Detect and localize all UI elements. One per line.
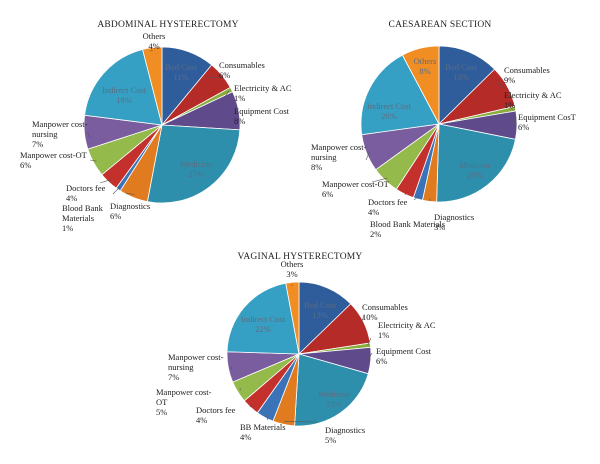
slice-label: Consumables 9% [504,65,550,85]
leader-line [230,366,233,371]
leader-line [249,404,253,408]
leader-line [87,131,91,139]
leader-line [413,195,419,201]
leader-line [367,337,372,346]
chart-title: CAESAREAN SECTION [389,20,492,30]
slice-label: Consumables 6% [219,60,265,80]
slice-label: BB Materials 4% [240,422,286,442]
slice-label: Diagnostics 6% [110,201,150,221]
slice-label: Blood Bank Materials 2% [370,219,445,239]
slice-label: Medicine 22% [318,389,350,409]
chart-caesarean-section: CAESAREAN SECTION Bed Cost 13% Consumables… [311,20,577,239]
slice-label: Consumables 10% [362,302,408,322]
slice-label: Equipment CosT 6% [518,112,577,132]
pie-slice-indirect-cost [226,282,300,355]
slice-label: Electricity & AC 1% [504,90,562,110]
slice-label: Bed Cost 13% [304,300,336,320]
pie-slice-medicine [294,353,369,427]
leader-line [371,177,388,183]
slice-label: Manpower cost-nursing 7% [32,119,88,149]
leader-line [506,103,513,110]
slice-label: Equipment Cost 8% [234,106,290,126]
pie-slices [226,281,372,427]
slice-label: Others 8% [414,56,437,76]
pie-slice-others [401,45,440,125]
pie-slice-others [142,46,163,126]
slice-label: Doctors fee 4% [368,197,408,217]
leader-line [360,315,365,324]
slice-label: Diagnostics 5% [325,425,365,445]
leader-line [367,352,373,361]
leader-line [205,76,220,79]
slice-label: Doctors fee 4% [66,183,106,203]
leader-line [99,179,111,184]
slice-label: Medicine 27% [180,159,212,179]
pie-slices [360,45,518,203]
pie-slices [83,46,241,204]
slice-label: Equipment Cost 6% [376,346,432,366]
slice-label: Others 4% [143,31,166,51]
leader-line [496,81,505,89]
slice-label: Others 3% [281,259,304,279]
pie-slice-bed-cost [438,45,496,125]
slice-label: Doctors fee 4% [196,405,236,425]
slice-label: Bed Cost 13% [445,62,477,82]
slice-label: Electricity & AC 1% [234,83,292,103]
leader-line [89,159,97,162]
slice-label: Medicine 23% [459,160,491,180]
leader-line [404,191,407,196]
leader-line [224,90,229,98]
pie-slice-others [285,281,300,355]
slice-label: Bed Cost 11% [165,62,197,82]
pie-slice-indirect-cost [360,54,440,136]
slice-label: Manpower cost-OT 6% [20,150,88,170]
slice-label: Manpower cost-OT 5% [156,387,212,417]
pie-slice-bed-cost [298,281,352,355]
slice-label: Electricity & AC 1% [378,320,436,340]
leader-line [513,117,516,126]
leader-line [266,414,269,421]
leader-line [365,151,370,161]
chart-abdominal-hysterectomy: ABDOMINAL HYSTERECTOMY Bed Cost 11% Consum… [20,20,292,233]
slice-label: Manpower cost-nursing 7% [168,352,224,382]
slice-label: Manpower cost-nursing 8% [311,142,367,172]
pie-slice-medicine [146,124,241,204]
chart-title: VAGINAL HYSTERECTOMY [238,252,363,262]
chart-vaginal-hysterectomy: VAGINAL HYSTERECTOMY Bed Cost 13% Consumab… [156,252,436,445]
pie-labels: Bed Cost 11% Consumables 6% Electricity & AC… [20,31,292,233]
slice-label: Indirect Cost 19% [102,85,147,105]
slice-label: Manpower cost-OT 6% [322,179,390,199]
slice-label: Blood Bank Materials 1% [62,203,104,233]
slice-label: Diagnostics 3% [434,212,474,232]
slice-label: Indirect Cost 20% [367,101,412,121]
leader-line [112,186,121,195]
pie-slice-medicine [436,123,516,203]
pie-slice-indirect-cost [84,48,163,126]
leader-line [125,192,135,195]
slice-label: Indirect Cost 22% [241,314,286,334]
chart-title: ABDOMINAL HYSTERECTOMY [97,20,238,30]
pie-labels: Bed Cost 13% Consumables 10%Electricity & A… [156,259,436,445]
pie-labels: Bed Cost 13% Consumables 9% Electricity & AC… [311,56,577,239]
